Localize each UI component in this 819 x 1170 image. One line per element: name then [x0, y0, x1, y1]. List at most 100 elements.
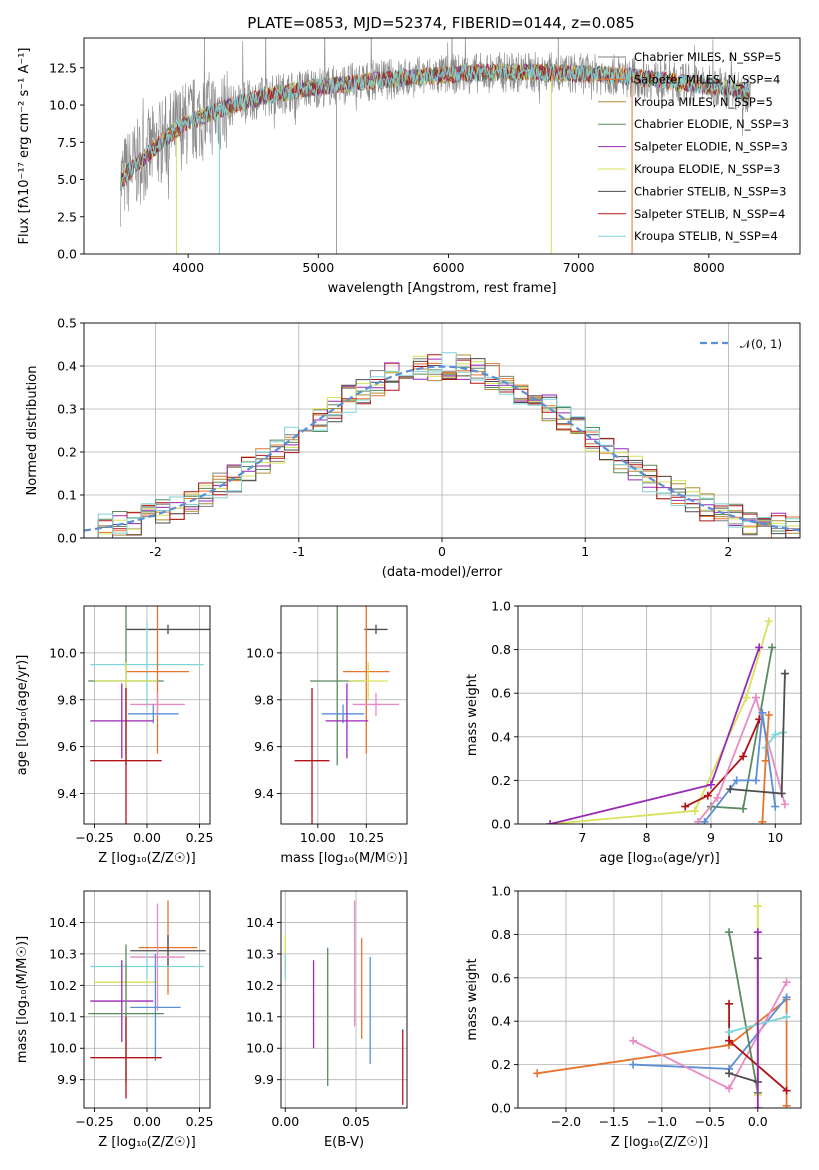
weight-marker — [690, 806, 699, 815]
weight-line — [550, 621, 770, 824]
weight-marker — [629, 1060, 638, 1069]
weight-line — [684, 719, 761, 808]
plot-area — [88, 606, 210, 824]
weight-marker — [782, 1086, 791, 1095]
x-tick-label: −2.0 — [551, 1114, 581, 1129]
x-axis-label: age [log₁₀(age/yr)] — [599, 851, 720, 866]
y-tick-label: 0.1 — [57, 488, 77, 503]
plot-area — [533, 902, 791, 1108]
x-tick-label: −1.5 — [599, 1114, 629, 1129]
weight-series — [546, 617, 773, 824]
weight-series — [629, 978, 791, 1093]
plot-area — [88, 900, 206, 1099]
panel-mass-Z: −0.25 0.00 0.25 9.9 10.0 10.1 10.2 10.3 10.4 Z [l… — [15, 890, 213, 1150]
y-tick-label: 0.0 — [57, 247, 77, 262]
panel-mass-EBV: 0.00 0.05 9.9 10.0 10.1 10.2 10.3 10.4 E(B-V) — [246, 890, 408, 1150]
weight-series — [726, 669, 789, 798]
y-tick-label: 2.5 — [57, 209, 77, 224]
panel-residuals: -2 -1 0 1 2 0.0 0.1 0.2 0.3 0.4 0.5 (data-model)/er… — [25, 316, 801, 580]
x-tick-label: −0.5 — [695, 1114, 725, 1129]
x-tick-label: 4000 — [172, 260, 204, 275]
data-point — [294, 688, 330, 824]
axes-frame — [517, 890, 802, 1109]
weight-marker — [706, 780, 715, 789]
weight-series — [694, 693, 789, 824]
grid-lines — [281, 891, 407, 1108]
data-point — [321, 704, 365, 724]
y-tick-label: 9.9 — [57, 1072, 77, 1087]
y-tick-label: 9.8 — [57, 692, 77, 707]
x-axis-label: Z [log₁₀(Z/Z☉)] — [98, 1135, 195, 1150]
x-axis-label: Z [log₁₀(Z/Z☉)] — [611, 1135, 708, 1150]
weight-marker — [764, 711, 773, 719]
legend-label: Salpeter STELIB, N_SSP=4 — [634, 207, 785, 221]
weight-marker — [739, 804, 748, 813]
y-tick-label: 0.0 — [57, 531, 77, 546]
x-tick-label: 0.0 — [748, 1114, 768, 1129]
weight-marker — [755, 643, 764, 652]
y-tick-label: 0.0 — [491, 1101, 511, 1116]
data-point — [348, 662, 388, 700]
legend-label: Chabrier MILES, N_SSP=5 — [634, 50, 781, 64]
x-tick-label: 7000 — [563, 260, 595, 275]
y-tick-label: 9.6 — [57, 739, 77, 754]
weight-marker — [758, 708, 767, 717]
y-tick-label: 10.2 — [49, 978, 77, 993]
weight-series — [725, 928, 762, 1097]
y-tick-label: 10.0 — [49, 98, 77, 113]
x-tick-label: 0.05 — [342, 1114, 370, 1129]
legend-label: Chabrier STELIB, N_SSP=3 — [634, 184, 786, 198]
data-point — [126, 624, 210, 635]
legend-label: Salpeter ELODIE, N_SSP=3 — [634, 140, 788, 154]
weight-series — [725, 999, 791, 1095]
panel-massweight-age: 7 8 9 10 0.0 0.2 0.4 0.6 0.8 1.0 age [log₁₀(age/yr… — [465, 599, 802, 866]
y-tick-label: 0.4 — [57, 359, 77, 374]
y-axis-label: mass [log₁₀(M/M☉)] — [15, 936, 30, 1063]
x-tick-label: 0.00 — [133, 830, 161, 845]
y-axis-label: Normed distribution — [25, 366, 40, 496]
weight-series — [546, 643, 764, 824]
weight-marker — [764, 617, 773, 626]
x-tick-label: 0.25 — [186, 830, 214, 845]
weight-marker — [782, 1012, 791, 1021]
y-tick-label: 0.4 — [491, 1014, 511, 1029]
legend: Chabrier MILES, N_SSP=5 Salpeter MILES, N… — [598, 50, 789, 243]
weight-marker — [732, 776, 741, 785]
y-tick-label: 9.4 — [57, 786, 77, 801]
x-tick-label: −0.25 — [75, 1114, 113, 1129]
weight-marker — [768, 643, 777, 652]
data-point — [325, 683, 369, 759]
y-tick-label: 0.6 — [491, 686, 511, 701]
y-tick-label: 9.8 — [254, 692, 274, 707]
legend-label: Kroupa STELIB, N_SSP=4 — [634, 229, 778, 243]
weight-marker — [725, 1028, 734, 1037]
x-tick-label: 9 — [707, 830, 715, 845]
data-point — [130, 935, 206, 967]
x-axis-label: E(B-V) — [324, 1135, 364, 1150]
data-point — [130, 692, 185, 717]
gaussian-curve — [84, 365, 800, 532]
y-tick-label: 0.2 — [57, 445, 77, 460]
plot-area — [119, 38, 752, 254]
x-tick-label: 0 — [438, 544, 446, 559]
data-point — [130, 903, 185, 1011]
weight-marker — [739, 752, 748, 761]
weight-marker — [771, 730, 780, 739]
axes-frame — [280, 605, 408, 825]
weight-marker — [761, 756, 770, 765]
y-tick-label: 0.6 — [491, 970, 511, 985]
chart-title: PLATE=0853, MJD=52374, FIBERID=0144, z=0… — [247, 14, 634, 32]
weight-marker — [782, 978, 791, 987]
legend-label: Chabrier ELODIE, N_SSP=3 — [634, 117, 789, 131]
weight-marker — [713, 793, 722, 802]
weight-marker — [780, 800, 789, 809]
y-tick-label: 10.2 — [246, 978, 274, 993]
x-tick-label: 6000 — [433, 260, 465, 275]
x-axis-label: mass [log₁₀(M/M☉)] — [280, 851, 407, 866]
x-tick-label: 10.25 — [348, 830, 384, 845]
model-series — [119, 62, 752, 192]
weight-marker — [782, 1101, 791, 1108]
y-tick-label: 0.8 — [491, 642, 511, 657]
axes-frame — [280, 890, 408, 1109]
